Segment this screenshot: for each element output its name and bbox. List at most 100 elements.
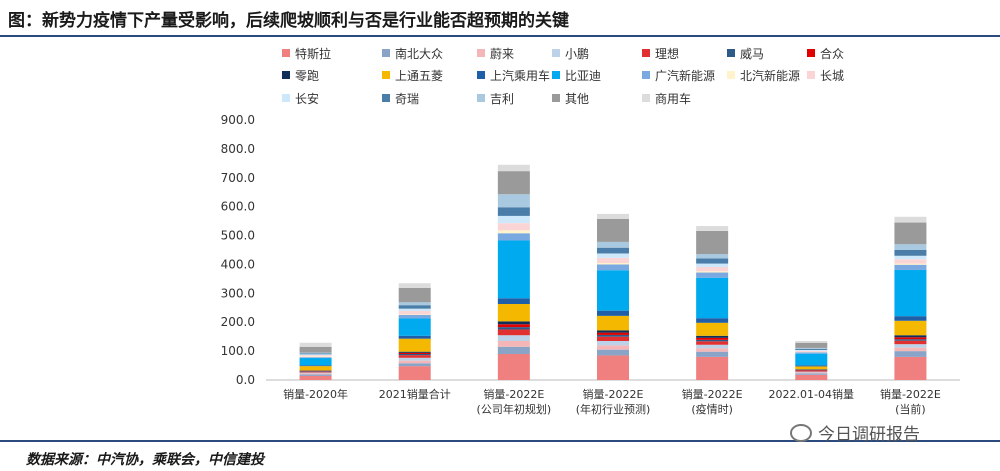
- title-divider: [0, 35, 1000, 37]
- wechat-icon: [790, 424, 812, 442]
- legend-label: 奇瑞: [395, 92, 419, 106]
- bar-segment: [398, 287, 431, 303]
- legend-swatch: [552, 71, 560, 79]
- bar-segment: [398, 315, 431, 319]
- legend-swatch: [477, 49, 485, 57]
- bar-segment: [497, 207, 530, 216]
- bar-segment: [894, 264, 927, 270]
- legend-label: 特斯拉: [295, 46, 331, 61]
- bar-segment: [299, 371, 332, 372]
- legend-swatch: [642, 94, 650, 102]
- bar-segment: [795, 352, 828, 354]
- bars: [299, 164, 927, 380]
- bar-segment: [597, 332, 629, 335]
- bar-segment: [696, 339, 729, 342]
- bar-segment: [894, 216, 927, 223]
- bar-segment: [299, 374, 332, 376]
- legend-label: 商用车: [655, 91, 691, 106]
- bar-segment: [795, 370, 828, 372]
- bar-segment: [398, 355, 431, 358]
- bar-segment: [795, 366, 828, 370]
- bar-segment: [398, 360, 431, 364]
- bar-segment: [299, 372, 332, 374]
- footer-divider: [0, 440, 1000, 442]
- bar-segment: [696, 322, 729, 336]
- x-tick-label: (年初行业预测): [576, 402, 651, 416]
- x-tick-label: 2022.01-04销量: [769, 387, 854, 401]
- x-tick-label: 销量-2022E: [583, 387, 644, 401]
- bar-segment: [894, 269, 927, 317]
- bar-segment: [795, 341, 828, 343]
- bar-segment: [398, 318, 431, 336]
- y-tick-label: 500.0: [221, 229, 255, 243]
- bar-segment: [398, 308, 431, 311]
- bar-segment: [795, 350, 828, 352]
- bar-segment: [597, 257, 629, 263]
- bar-segment: [497, 321, 530, 325]
- bar-segment: [497, 171, 530, 195]
- bar-segment: [299, 373, 332, 375]
- bar-segment: [497, 194, 530, 208]
- bar-segment: [299, 342, 332, 347]
- bar-segment: [497, 329, 530, 336]
- x-tick-label: 销量-2022E: [880, 387, 941, 401]
- bar-segment: [497, 346, 530, 354]
- bar-segment: [398, 314, 431, 315]
- legend-label: 长安: [295, 91, 319, 106]
- bar-segment: [597, 330, 629, 333]
- legend-swatch: [552, 94, 560, 102]
- bar-segment: [795, 349, 828, 351]
- y-tick-label: 400.0: [221, 257, 255, 271]
- bar-segment: [894, 351, 927, 357]
- legend-label: 蔚来: [490, 47, 514, 61]
- bar-segment: [398, 363, 431, 367]
- bar-segment: [398, 335, 431, 339]
- x-tick-label: (当前): [895, 402, 926, 416]
- legend-swatch: [382, 71, 390, 79]
- bar-segment: [894, 347, 927, 352]
- legend-label: 小鹏: [565, 47, 589, 61]
- bar-segment: [299, 357, 332, 359]
- data-source: 数据来源：中汽协，乘联会，中信建投: [26, 452, 264, 468]
- bar-segment: [894, 335, 927, 338]
- bar-segment: [597, 355, 629, 380]
- legend-swatch: [552, 49, 560, 57]
- legend-swatch: [642, 49, 650, 57]
- bar-segment: [299, 354, 332, 356]
- bar-segment: [398, 366, 431, 380]
- bar-segment: [497, 335, 530, 341]
- bar-segment: [894, 320, 927, 336]
- legend-label: 零跑: [295, 69, 319, 83]
- bar-segment: [597, 270, 629, 311]
- bar-segment: [894, 356, 927, 380]
- bar-segment: [299, 375, 332, 380]
- bar-segment: [597, 315, 629, 331]
- title-bar: 图：新势力疫情下产量受影响，后续爬坡顺利与否是行业能否超预期的关键: [0, 0, 1000, 37]
- bar-segment: [696, 341, 729, 345]
- bar-segment: [894, 263, 927, 265]
- bar-segment: [299, 352, 332, 354]
- watermark-text: 今日调研报告: [818, 425, 920, 445]
- bar-segment: [597, 218, 629, 242]
- bar-segment: [795, 373, 828, 375]
- legend-swatch: [282, 49, 290, 57]
- bar-segment: [696, 271, 729, 273]
- legend-label: 其他: [565, 92, 589, 106]
- legend-label: 北汽新能源: [740, 68, 800, 83]
- legend-swatch: [727, 49, 735, 57]
- legend-label: 比亚迪: [565, 69, 601, 83]
- bar-segment: [299, 366, 332, 371]
- bar-segment: [696, 348, 729, 352]
- bar-segment: [894, 250, 927, 256]
- bar-segment: [497, 164, 530, 172]
- y-tick-label: 300.0: [221, 286, 255, 300]
- bar-segment: [497, 233, 530, 241]
- bar-segment: [497, 215, 530, 224]
- bar-segment: [894, 344, 927, 348]
- bar-segment: [398, 352, 431, 354]
- bar-segment: [597, 213, 629, 219]
- bar-segment: [696, 337, 729, 340]
- y-tick-label: 0.0: [236, 373, 255, 387]
- bar-segment: [398, 338, 431, 352]
